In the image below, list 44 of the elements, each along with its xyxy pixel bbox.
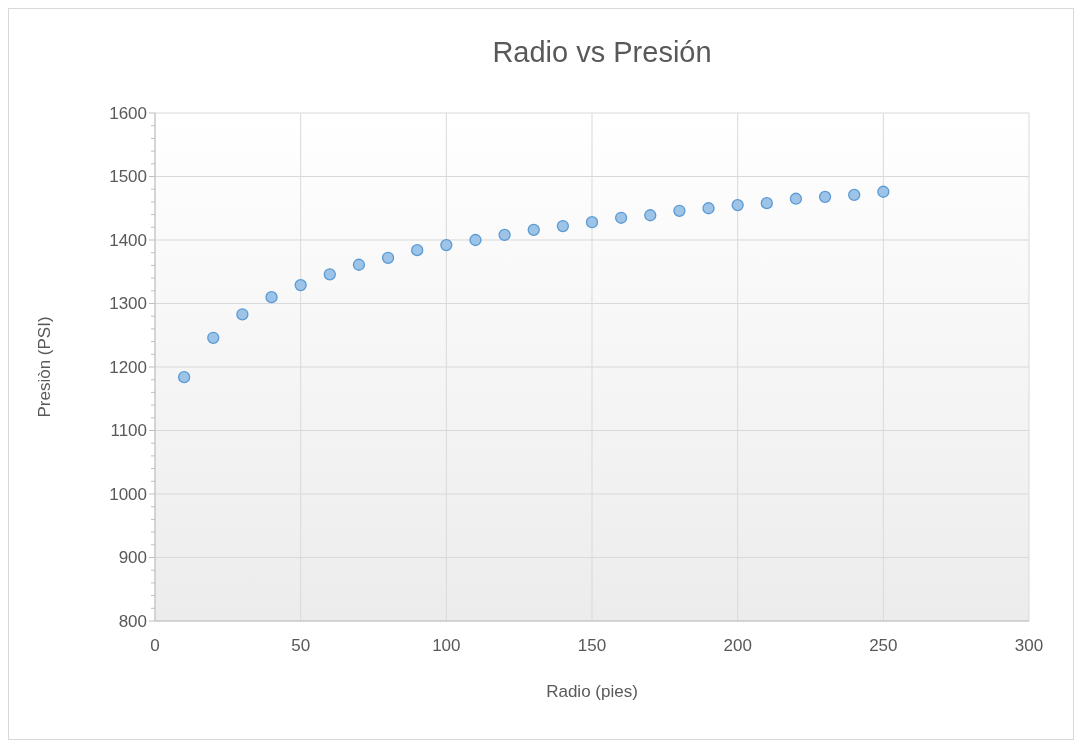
- point: [731, 198, 744, 212]
- y-tick-label: 1100: [110, 421, 147, 441]
- y-tick-label: 900: [118, 548, 147, 568]
- point: [236, 308, 249, 321]
- x-tick-label: 50: [291, 636, 311, 655]
- point: [323, 268, 336, 281]
- y-tick-label: 1600: [109, 103, 147, 123]
- point: [877, 185, 890, 198]
- point: [644, 209, 657, 222]
- point: [760, 197, 773, 210]
- x-tick-label: 250: [869, 636, 898, 655]
- point: [556, 219, 570, 233]
- y-axis-title: Presiòn (PSI): [35, 316, 54, 418]
- point: [585, 216, 599, 229]
- x-axis-title: Radio (pies): [546, 682, 638, 701]
- x-tick-label: 200: [723, 636, 752, 655]
- point: [614, 211, 628, 224]
- x-tick-label: 100: [432, 636, 461, 655]
- y-tick-label: 1000: [109, 484, 147, 504]
- point: [381, 251, 395, 264]
- point: [789, 192, 803, 205]
- point: [265, 291, 278, 304]
- y-tick-label: 800: [118, 611, 147, 631]
- point: [498, 228, 511, 242]
- point: [527, 223, 540, 236]
- point: [848, 188, 861, 202]
- x-tick-label: 300: [1014, 636, 1044, 655]
- y-tick-label: 1200: [109, 357, 147, 377]
- point: [818, 190, 832, 203]
- x-tick-label: 150: [577, 636, 607, 655]
- point: [673, 204, 686, 217]
- point: [177, 371, 191, 384]
- point: [702, 202, 715, 215]
- point: [469, 233, 482, 247]
- y-tick-label: 1400: [109, 230, 147, 250]
- point: [207, 331, 220, 344]
- x-tick-label: 0: [150, 636, 160, 655]
- point: [440, 238, 453, 252]
- point: [294, 278, 307, 292]
- point: [352, 258, 366, 271]
- y-tick-label: 1500: [109, 167, 147, 187]
- point: [411, 244, 424, 257]
- y-tick-label: 1300: [109, 294, 147, 314]
- chart-title: Radio vs Presión: [492, 36, 712, 68]
